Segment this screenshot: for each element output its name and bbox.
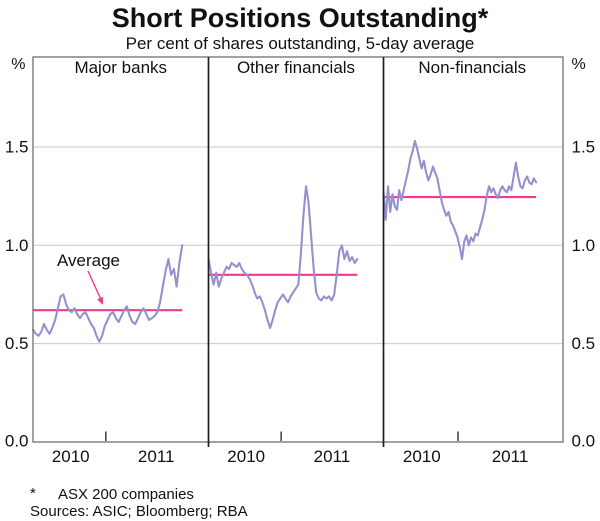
xlabel-p1-2010: 2010: [52, 447, 90, 466]
gridlines: [33, 146, 563, 345]
average-annotation-arrow: [87, 270, 102, 299]
ytick-right-0p0: 0.0: [572, 432, 596, 451]
xlabel-p1-2011: 2011: [138, 447, 175, 466]
ytick-right-1p5: 1.5: [572, 138, 596, 157]
ytick-left-1p0: 1.0: [5, 236, 29, 255]
footnote-note: ASX 200 companies: [58, 486, 194, 503]
ytick-left-1p5: 1.5: [5, 138, 29, 157]
y-unit-right: %: [572, 56, 586, 73]
xlabel-p2-2010: 2010: [227, 447, 265, 466]
xlabel-p2-2011: 2011: [314, 447, 351, 466]
series-line: [382, 139, 538, 261]
y-unit-left: %: [11, 56, 25, 73]
chart-title: Short Positions Outstanding*: [112, 3, 489, 33]
ytick-left-0p0: 0.0: [5, 432, 29, 451]
plot-frame: [32, 56, 564, 443]
panel-label-other-financials: Other financials: [237, 58, 355, 77]
xlabel-p3-2011: 2011: [492, 447, 529, 466]
series-line: [207, 185, 359, 329]
chart-subtitle: Per cent of shares outstanding, 5-day av…: [126, 34, 475, 53]
series-line: [31, 244, 184, 343]
panel-label-major-banks: Major banks: [74, 58, 167, 77]
xlabel-p3-2010: 2010: [403, 447, 441, 466]
panel-dividers-and-ticks: [105, 57, 459, 447]
ytick-right-0p5: 0.5: [572, 334, 596, 353]
ytick-left-0p5: 0.5: [5, 334, 29, 353]
series-lines: [31, 139, 538, 343]
average-annotation: Average: [57, 251, 120, 305]
average-annotation-arrowhead: [97, 296, 103, 305]
average-annotation-label: Average: [57, 251, 120, 270]
ytick-right-1p0: 1.0: [572, 236, 596, 255]
footnote-sources: Sources: ASIC; Bloomberg; RBA: [30, 503, 248, 520]
panel-label-non-financials: Non-financials: [418, 58, 526, 77]
footnote-marker: *: [30, 485, 36, 502]
